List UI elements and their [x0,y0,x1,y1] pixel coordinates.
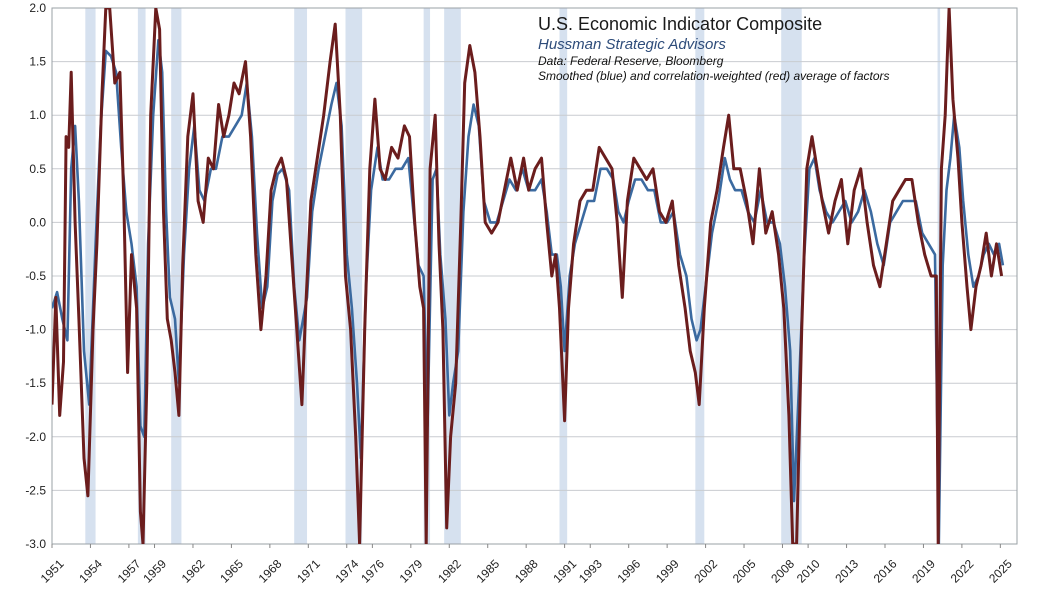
x-tick-label: 1996 [614,557,643,586]
x-tick-label: 1979 [397,557,426,586]
x-tick-label: 2002 [691,557,720,586]
chart-source: Data: Federal Reserve, Bloomberg [538,54,724,69]
chart-subtitle: Hussman Strategic Advisors [538,35,726,53]
x-tick-label: 1971 [294,557,323,586]
x-tick-label: 1974 [333,557,362,586]
x-tick-label: 1999 [653,557,682,586]
y-tick-label: -1.0 [25,323,46,337]
x-tick-label: 2025 [986,557,1015,586]
y-tick-label: -2.5 [25,483,46,497]
y-tick-label: -0.5 [25,269,46,283]
y-tick-label: -2.0 [25,430,46,444]
y-tick-label: 2.0 [29,1,46,15]
x-tick-label: 2013 [832,557,861,586]
x-tick-label: 1991 [550,557,579,586]
x-tick-label: 2010 [794,557,823,586]
x-tick-label: 2005 [730,557,759,586]
y-tick-label: 0.0 [29,215,46,229]
x-tick-label: 1976 [358,557,387,586]
chart-note: Smoothed (blue) and correlation-weighted… [538,69,890,84]
x-tick-label: 1951 [38,557,67,586]
y-tick-label: 1.5 [29,55,46,69]
x-tick-label: 1968 [256,557,285,586]
x-tick-label: 1988 [512,557,541,586]
gridlines [52,7,1017,545]
chart-title: U.S. Economic Indicator Composite [538,14,823,34]
x-tick-label: 1954 [76,557,105,586]
y-tick-label: 0.5 [29,162,46,176]
x-tick-label: 2022 [948,557,977,586]
plot-frame [51,7,1018,545]
y-axis: 2.0 1.5 1.0 0.5 0.0 -0.5 -1.0 -1.5 -2.0 -2.5 -3.0 [25,1,46,551]
x-tick-label: 1962 [179,557,208,586]
x-tick-label: 2016 [871,557,900,586]
series-lines [52,8,1005,544]
y-tick-label: -3.0 [25,537,46,551]
y-tick-label: 1.0 [29,108,46,122]
y-tick-label: -1.5 [25,376,46,390]
x-tick-label: 2008 [768,557,797,586]
x-tick-label: 1959 [140,557,169,586]
x-tick-label: 1957 [115,557,144,586]
x-tick-label: 1993 [576,557,605,586]
x-tick-label: 1965 [217,557,246,586]
series-line-weighted [52,8,1004,544]
x-tick-label: 1985 [474,557,503,586]
x-tick-label: 2019 [909,557,938,586]
x-tick-label: 1982 [435,557,464,586]
title-block: U.S. Economic Indicator Composite Hussma… [538,13,890,84]
